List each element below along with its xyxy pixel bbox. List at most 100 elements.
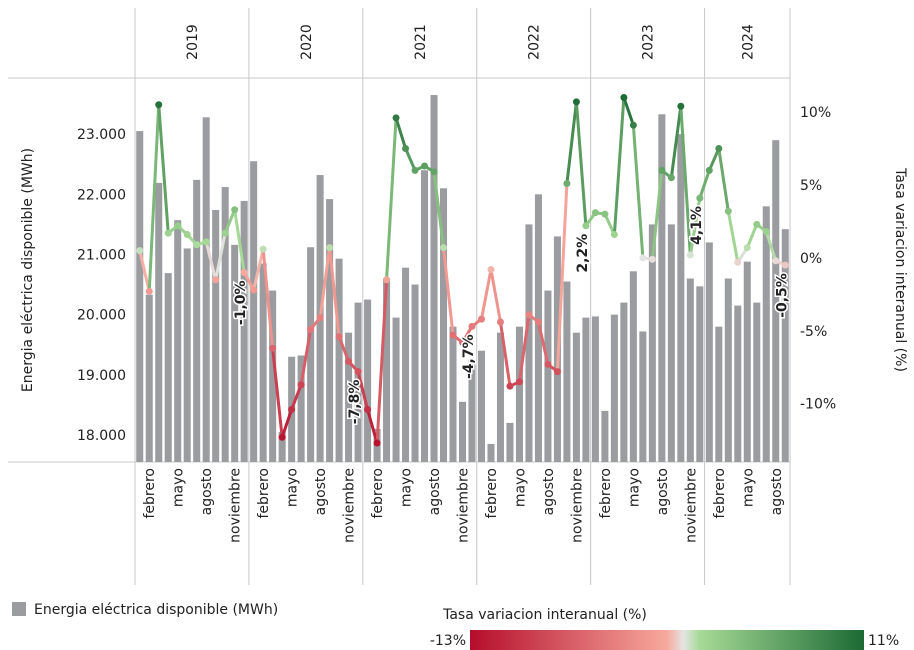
bar <box>572 332 580 462</box>
x-tick-label: agosto <box>541 468 557 515</box>
bar <box>639 331 647 462</box>
line-point <box>136 247 144 255</box>
x-tick-label: agosto <box>655 468 671 515</box>
legend-swatch <box>12 602 26 616</box>
group-label: 2023 <box>641 24 657 60</box>
legend-label: Energia eléctrica disponible (MWh) <box>34 602 278 618</box>
bar <box>345 332 353 462</box>
bar <box>250 161 258 463</box>
line-point <box>724 207 732 215</box>
bar <box>458 401 467 462</box>
line-point <box>288 406 296 414</box>
line-point <box>307 325 315 333</box>
line-point <box>515 378 523 386</box>
bar <box>297 355 305 462</box>
y-tick-label: 19.000 <box>77 368 126 384</box>
y2-tick-label: 5% <box>800 178 822 194</box>
line-point <box>193 241 201 249</box>
bar <box>525 224 533 462</box>
x-tick-label: agosto <box>427 468 443 515</box>
line-segment <box>717 147 730 213</box>
line-point <box>629 121 637 129</box>
line-segment <box>745 222 759 250</box>
bar <box>477 350 485 462</box>
bar <box>515 326 523 462</box>
x-tick-label: febrero <box>712 468 728 519</box>
colorbar-max-label: 11% <box>868 633 899 649</box>
line-segment <box>375 278 389 445</box>
line-point <box>278 433 286 441</box>
line-point <box>164 229 172 237</box>
line-segment <box>138 249 151 293</box>
line-segment <box>366 408 379 445</box>
line-series <box>136 93 789 447</box>
bar <box>136 131 144 463</box>
bar <box>278 431 286 462</box>
bar <box>449 326 457 462</box>
bar <box>231 244 239 462</box>
colorbar-title: Tasa variacion interanual (%) <box>442 607 647 623</box>
line-point <box>421 162 429 170</box>
line-point <box>753 220 761 228</box>
line-point <box>183 231 191 239</box>
line-point <box>316 314 324 322</box>
bar <box>610 314 618 462</box>
line-point <box>544 360 552 368</box>
line-segment <box>290 383 303 412</box>
bar <box>496 332 504 462</box>
group-label: 2021 <box>413 24 429 60</box>
line-segment <box>147 103 161 293</box>
bar <box>421 170 429 463</box>
line-point <box>155 101 163 109</box>
bar <box>212 209 220 462</box>
bar <box>677 134 685 463</box>
bar <box>648 224 656 462</box>
line-point <box>383 276 391 284</box>
x-tick-label: mayo <box>171 468 187 507</box>
bar <box>326 199 334 462</box>
group-label: 2024 <box>740 24 756 60</box>
line-point <box>563 180 571 188</box>
line-segment <box>328 246 341 339</box>
line-point <box>174 222 182 230</box>
x-tick-label: mayo <box>740 468 756 507</box>
y2-tick-label: -10% <box>800 397 836 413</box>
line-point <box>212 276 220 284</box>
line-point <box>553 368 561 376</box>
x-tick-label: noviembre <box>228 468 244 543</box>
bar <box>411 284 419 462</box>
bar <box>696 286 704 462</box>
bar <box>164 273 172 462</box>
bar <box>221 187 229 462</box>
line-point <box>610 231 618 239</box>
x-tick-label: noviembre <box>569 468 585 543</box>
bar <box>724 278 732 462</box>
y2-tick-label: 10% <box>800 105 831 121</box>
line-point <box>506 382 514 390</box>
bar <box>506 422 514 462</box>
line-point <box>373 439 381 447</box>
y2-axis-title: Tasa variacion interanual (%) <box>892 167 908 372</box>
line-point <box>335 333 343 341</box>
line-point <box>743 244 751 252</box>
line-point <box>392 114 400 122</box>
line-segment <box>318 246 332 320</box>
line-segment <box>404 147 417 172</box>
bar <box>715 326 723 462</box>
x-tick-label: mayo <box>399 468 415 507</box>
bar <box>753 302 761 462</box>
x-tick-label: noviembre <box>342 468 358 543</box>
line-point <box>781 261 789 269</box>
line-segment <box>157 103 170 235</box>
data-label: -1,0% <box>233 280 249 325</box>
line-segment <box>612 95 626 237</box>
line-point <box>364 406 372 414</box>
line-point <box>677 102 685 110</box>
data-label: 2,2% <box>575 234 591 273</box>
bar <box>667 224 675 462</box>
bar <box>772 140 780 463</box>
bar <box>544 290 552 462</box>
line-point <box>658 166 666 174</box>
line-point <box>762 228 770 236</box>
line-point <box>468 322 476 330</box>
